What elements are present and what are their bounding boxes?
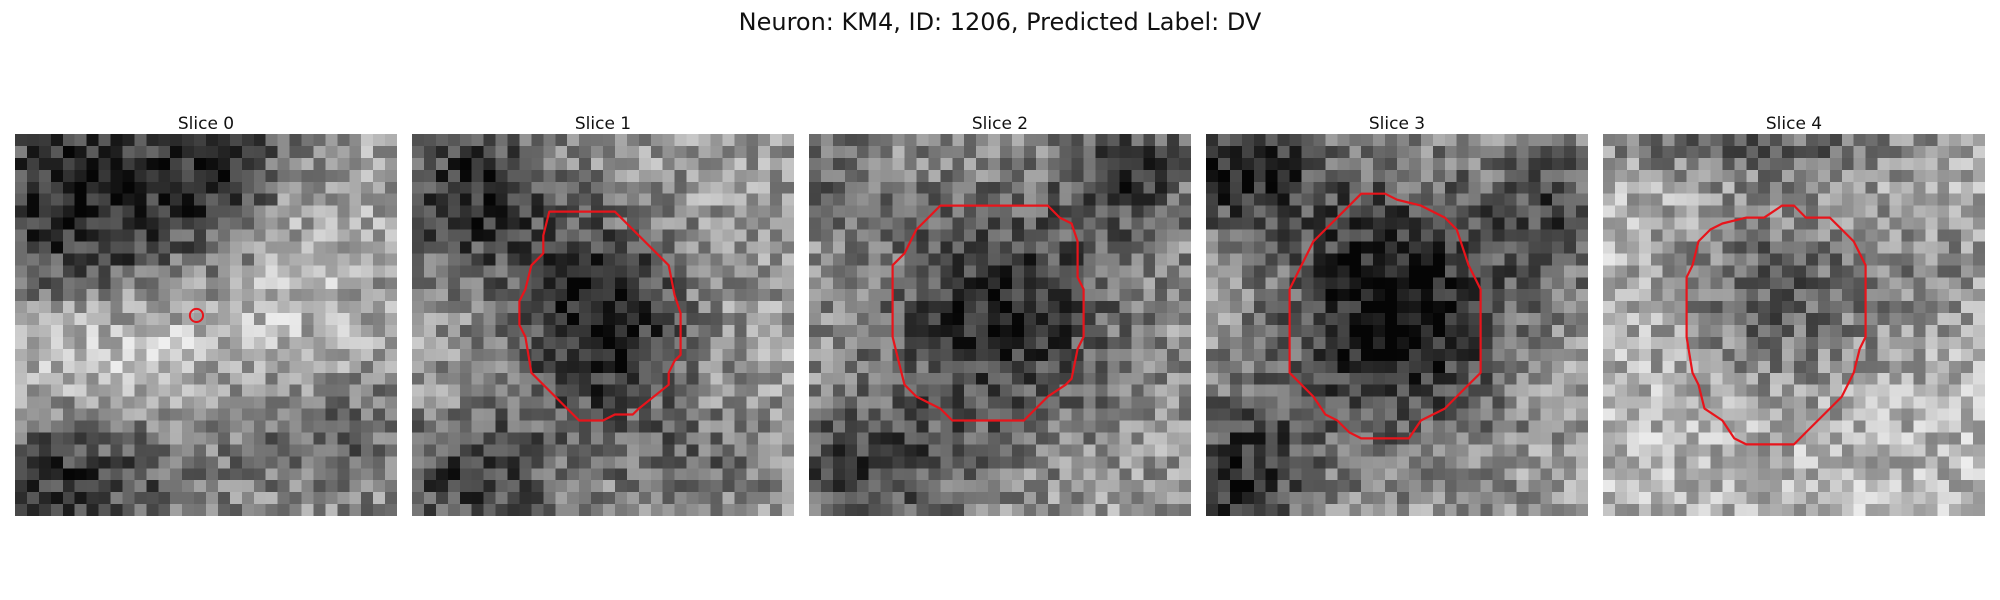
slice-image (1603, 134, 1985, 516)
slice-4-image (1603, 134, 1985, 516)
segmentation-contour (188, 307, 205, 324)
slice-panel-4: Slice 4 (1603, 112, 1985, 516)
pixel-grid (412, 134, 794, 516)
slice-title: Slice 2 (971, 114, 1029, 134)
slice-title: Slice 4 (1765, 114, 1823, 134)
pixel-grid (15, 134, 397, 516)
slice-title: Slice 3 (1368, 114, 1426, 134)
segmentation-contour (518, 210, 682, 422)
slice-image (412, 134, 794, 516)
slice-panel-3: Slice 3 (1206, 112, 1588, 516)
segmentation-contour (891, 204, 1085, 422)
slice-panel-1: Slice 1 (412, 112, 794, 516)
slice-image (15, 134, 397, 516)
pixel-grid (809, 134, 1191, 516)
slice-0-image (15, 134, 397, 516)
slice-2-image (809, 134, 1191, 516)
segmentation-contour (1288, 192, 1482, 440)
figure-title: Neuron: KM4, ID: 1206, Predicted Label: … (738, 8, 1262, 36)
slice-title: Slice 1 (574, 114, 632, 134)
pixel-grid (1603, 134, 1985, 516)
segmentation-contour (1685, 204, 1867, 446)
slice-panel-0: Slice 0 (15, 112, 397, 516)
slice-3-image (1206, 134, 1588, 516)
slice-1-image (412, 134, 794, 516)
slice-panel-2: Slice 2 (809, 112, 1191, 516)
pixel-grid (1206, 134, 1588, 516)
slice-title: Slice 0 (177, 114, 235, 134)
slice-image (809, 134, 1191, 516)
slice-image (1206, 134, 1588, 516)
